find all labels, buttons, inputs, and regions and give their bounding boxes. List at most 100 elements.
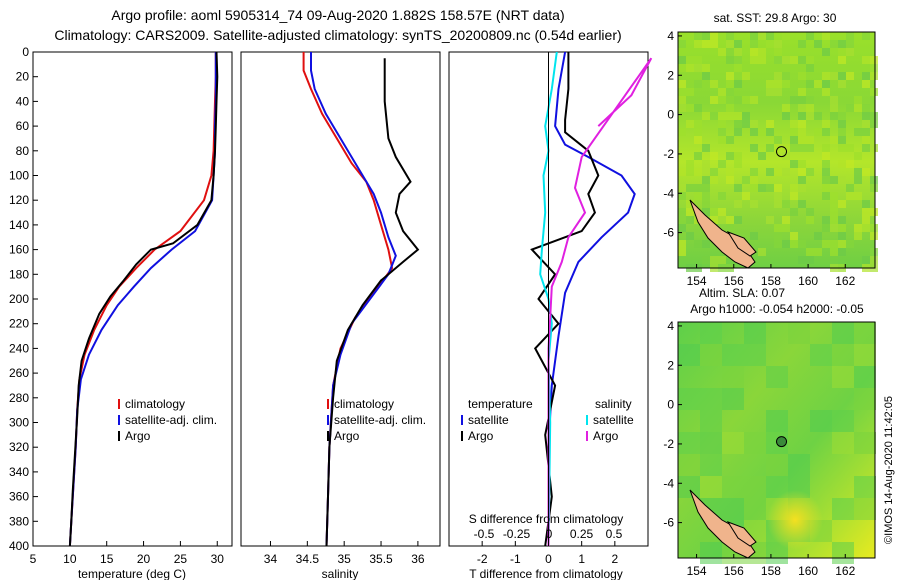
sst-pixel (798, 256, 806, 264)
sst-pixel (686, 120, 694, 128)
s-tick-label: -0.5 (474, 527, 495, 541)
sst-pixel (774, 232, 782, 240)
map-y-tick-label: 0 (667, 108, 674, 122)
temperature-xlabel: temperature (deg C) (78, 567, 186, 580)
sst-pixel (806, 248, 814, 256)
map-y-tick-label: -2 (663, 437, 674, 451)
s-tick-label: -0.25 (503, 527, 531, 541)
sst-pixel (846, 40, 854, 48)
sst-pixel (734, 80, 742, 88)
sst-pixel (694, 128, 702, 136)
sla-cell (854, 388, 876, 410)
sst-map-title: sat. SST: 29.8 Argo: 30 (714, 11, 837, 25)
sst-pixel (806, 168, 814, 176)
sst-pixel (806, 208, 814, 216)
map-y-tick-label: -6 (663, 226, 674, 240)
island-shape-2 (726, 521, 757, 547)
x-tick-label: 25 (174, 552, 188, 566)
map-y-tick-label: 4 (667, 29, 674, 43)
sst-pixel (742, 112, 750, 120)
sst-pixel (782, 144, 790, 152)
sst-pixel (774, 88, 782, 96)
sla-cell (766, 366, 788, 388)
sla-cell (788, 322, 810, 344)
sst-pixel (798, 120, 806, 128)
sst-pixel (694, 192, 702, 200)
salinity-panel: 34 34.5 35 35.5 36 salinity climatology satel… (240, 51, 441, 580)
sst-pixel (862, 256, 870, 264)
sst-pixel (678, 184, 686, 192)
sst-pixel (734, 48, 742, 56)
sst-pixel (806, 256, 814, 264)
sst-map-frame (677, 31, 876, 269)
sst-pixel (830, 72, 838, 80)
series-argo (68, 51, 219, 547)
sst-pixel (694, 32, 702, 40)
sst-pixel (838, 48, 846, 56)
salinity-xlabel: salinity (322, 567, 359, 580)
sst-pixel (766, 88, 774, 96)
sst-pixel (814, 128, 822, 136)
sst-pixel (862, 104, 870, 112)
sst-pixel (742, 120, 750, 128)
sst-pixel (774, 168, 782, 176)
legend-label: satellite (593, 413, 634, 427)
sst-pixel (806, 64, 814, 72)
x-tick-label: 15 (100, 552, 114, 566)
sst-pixel (750, 128, 758, 136)
sst-pixel (798, 104, 806, 112)
legend-label: Argo (593, 429, 619, 443)
sst-pixel (774, 40, 782, 48)
sst-pixel (758, 56, 766, 64)
sst-pixel (806, 96, 814, 104)
sst-pixel (846, 192, 854, 200)
sst-pixel (838, 144, 846, 152)
sst-pixel (710, 152, 718, 160)
sst-pixel (710, 32, 718, 40)
sst-pixel (782, 216, 790, 224)
sst-pixel (814, 80, 822, 88)
argo-location-marker-2 (776, 436, 788, 448)
sst-pixel (846, 184, 854, 192)
sst-pixel (862, 72, 870, 80)
sst-pixel (678, 248, 686, 256)
sst-pixel (822, 32, 830, 40)
sst-pixel (854, 128, 862, 136)
sst-pixel (702, 40, 710, 48)
sst-pixel (862, 168, 870, 176)
salinity-axis-ticks: 34 34.5 35 35.5 36 (264, 541, 425, 566)
x-tick-label: 2 (611, 552, 618, 566)
depth-axis-ticks: 0 20 40 60 80 100 120 140 160 180 200 220 240 260 280 3… (9, 45, 454, 553)
sst-pixel (822, 48, 830, 56)
sst-pixel (726, 40, 734, 48)
x-tick-label: 36 (411, 552, 425, 566)
sst-pixel (870, 144, 878, 152)
sst-pixel (718, 48, 726, 56)
sst-pixel (862, 32, 870, 40)
sst-pixel (774, 200, 782, 208)
sst-pixel (798, 168, 806, 176)
sst-pixel (694, 168, 702, 176)
sst-pixel (694, 56, 702, 64)
sst-pixel (686, 160, 694, 168)
sst-pixel (870, 232, 878, 240)
sla-cell (832, 410, 854, 432)
sst-pixel (766, 144, 774, 152)
legend-title-temperature: temperature (468, 397, 533, 411)
sla-cell (744, 322, 766, 344)
sst-pixel (750, 200, 758, 208)
sst-pixel (822, 128, 830, 136)
sst-pixel (702, 184, 710, 192)
sst-pixel (830, 40, 838, 48)
temperature-plot-frame (32, 51, 233, 547)
sst-pixel (798, 184, 806, 192)
sst-pixel (702, 160, 710, 168)
sst-pixel (790, 136, 798, 144)
sst-pixel (830, 216, 838, 224)
s-tick-label: 0.25 (570, 527, 594, 541)
sst-pixel (678, 224, 686, 232)
sst-pixel (822, 160, 830, 168)
map-y-tick-label: -2 (663, 147, 674, 161)
sst-pixel (718, 120, 726, 128)
